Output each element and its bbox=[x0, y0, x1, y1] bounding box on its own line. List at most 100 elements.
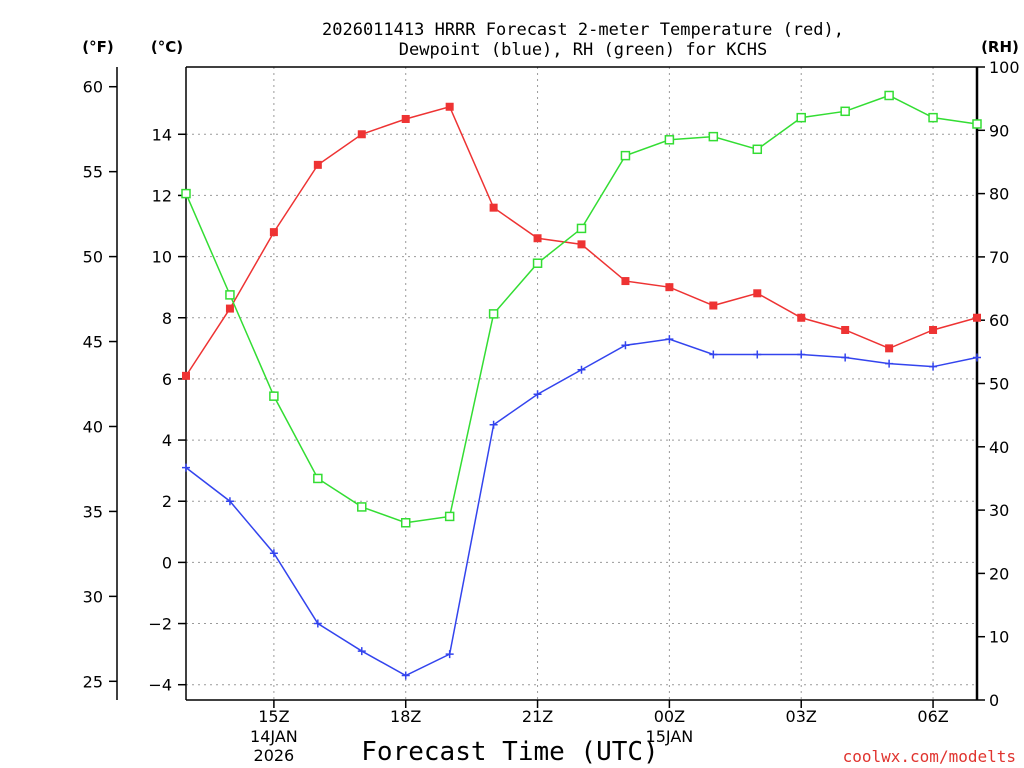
x-tick-year-label: 2026 bbox=[254, 746, 295, 765]
temperature-point bbox=[533, 234, 542, 243]
rh-point bbox=[225, 290, 235, 300]
rh-tick-label: 40 bbox=[989, 438, 1009, 457]
series-rh bbox=[181, 90, 982, 528]
chart-title-line2: Dewpoint (blue), RH (green) for KCHS bbox=[399, 40, 767, 60]
dewpoint-point bbox=[445, 650, 454, 659]
rh-tick-label: 50 bbox=[989, 375, 1009, 394]
dewpoint-point bbox=[489, 420, 498, 429]
dewpoint-point bbox=[533, 390, 542, 399]
dewpoint-point bbox=[182, 463, 190, 472]
x-tick-date-label: 14JAN bbox=[250, 727, 298, 746]
temperature-point bbox=[445, 102, 454, 111]
temperature-point bbox=[401, 114, 410, 123]
fahrenheit-tick-label: 35 bbox=[83, 502, 103, 521]
rh-tick-label: 60 bbox=[989, 311, 1009, 330]
rh-point bbox=[708, 131, 719, 142]
temperature-point bbox=[577, 240, 586, 249]
plot-area bbox=[181, 90, 982, 680]
dewpoint-point bbox=[621, 341, 630, 350]
fahrenheit-tick-label: 45 bbox=[83, 333, 103, 352]
temperature-point bbox=[973, 313, 981, 322]
temperature-point bbox=[797, 313, 806, 322]
dewpoint-point bbox=[313, 619, 322, 628]
temperature-point bbox=[489, 203, 498, 212]
rh-point bbox=[576, 223, 587, 234]
dewpoint-point bbox=[577, 365, 586, 374]
fahrenheit-tick-label: 25 bbox=[83, 672, 103, 691]
rh-point bbox=[181, 188, 191, 199]
dewpoint-point bbox=[225, 497, 234, 506]
x-axis-title: Forecast Time (UTC) bbox=[361, 737, 658, 767]
rh-tick-label: 0 bbox=[989, 691, 999, 710]
dewpoint-point bbox=[797, 350, 806, 359]
temperature-point bbox=[621, 277, 630, 286]
rh-unit-label: (RH) bbox=[981, 38, 1019, 56]
axes bbox=[109, 66, 985, 708]
celsius-tick-label: 14 bbox=[152, 125, 172, 144]
rh-point bbox=[532, 258, 543, 268]
rh-point bbox=[357, 502, 367, 512]
tick-labels: −4 −2 0 2 4 6 8 10 12 14 25 30 35 40 45 50 55 60 0 10 20 30 40… bbox=[83, 58, 1020, 765]
celsius-tick-label: 6 bbox=[162, 370, 172, 389]
celsius-tick-label: −4 bbox=[148, 676, 172, 695]
dewpoint-point bbox=[665, 335, 674, 344]
fahrenheit-tick-label: 50 bbox=[83, 248, 103, 267]
dewpoint-point bbox=[357, 647, 366, 656]
temperature-point bbox=[269, 228, 278, 237]
fahrenheit-tick-label: 30 bbox=[83, 587, 103, 606]
dewpoint-line bbox=[185, 338, 978, 677]
celsius-tick-label: 2 bbox=[162, 492, 172, 511]
rh-tick-label: 30 bbox=[989, 501, 1009, 520]
x-tick-label: 15Z bbox=[258, 707, 289, 726]
temperature-point bbox=[313, 160, 322, 169]
rh-point bbox=[796, 112, 806, 123]
celsius-tick-label: −2 bbox=[148, 615, 172, 634]
x-tick-label: 18Z bbox=[390, 707, 421, 726]
rh-point bbox=[664, 135, 675, 145]
rh-line bbox=[185, 94, 978, 524]
rh-point bbox=[884, 90, 894, 101]
dewpoint-point bbox=[269, 549, 278, 558]
dewpoint-point bbox=[973, 353, 981, 362]
x-tick-label: 21Z bbox=[522, 707, 553, 726]
temperature-point bbox=[753, 289, 762, 298]
dewpoint-point bbox=[401, 671, 410, 680]
celsius-tick-label: 8 bbox=[162, 309, 172, 328]
fahrenheit-tick-label: 40 bbox=[83, 417, 103, 436]
dewpoint-point bbox=[709, 350, 718, 359]
temperature-point bbox=[665, 283, 674, 292]
temperature-point bbox=[841, 325, 850, 334]
rh-tick-label: 70 bbox=[989, 248, 1009, 267]
rh-point bbox=[400, 518, 411, 528]
fahrenheit-tick-label: 60 bbox=[83, 78, 103, 97]
rh-point bbox=[620, 150, 631, 161]
temperature-point bbox=[709, 301, 718, 310]
dewpoint-point bbox=[753, 350, 762, 359]
credit-text: coolwx.com/modelts bbox=[843, 747, 1016, 766]
rh-point bbox=[313, 473, 323, 484]
celsius-tick-label: 4 bbox=[162, 431, 172, 450]
celsius-tick-label: 0 bbox=[162, 553, 172, 572]
rh-point bbox=[488, 309, 499, 319]
rh-point bbox=[928, 112, 938, 123]
x-tick-label: 03Z bbox=[786, 707, 817, 726]
rh-tick-label: 10 bbox=[989, 628, 1009, 647]
temperature-point bbox=[225, 304, 234, 313]
fahrenheit-tick-label: 55 bbox=[83, 163, 103, 182]
x-tick-date-label: 15JAN bbox=[646, 727, 694, 746]
chart-title-line1: 2026011413 HRRR Forecast 2-meter Tempera… bbox=[322, 20, 844, 40]
series-temperature bbox=[182, 102, 981, 380]
rh-point bbox=[444, 511, 455, 522]
dewpoint-point bbox=[885, 359, 894, 368]
rh-tick-label: 90 bbox=[989, 121, 1009, 140]
dewpoint-point bbox=[841, 353, 850, 362]
celsius-tick-label: 10 bbox=[152, 248, 172, 267]
rh-point bbox=[269, 391, 279, 401]
temperature-point bbox=[357, 130, 366, 139]
temperature-point bbox=[885, 344, 894, 353]
rh-tick-label: 20 bbox=[989, 564, 1009, 583]
fahrenheit-unit-label: (°F) bbox=[82, 38, 113, 56]
rh-point bbox=[972, 119, 982, 129]
temperature-point bbox=[182, 371, 190, 380]
